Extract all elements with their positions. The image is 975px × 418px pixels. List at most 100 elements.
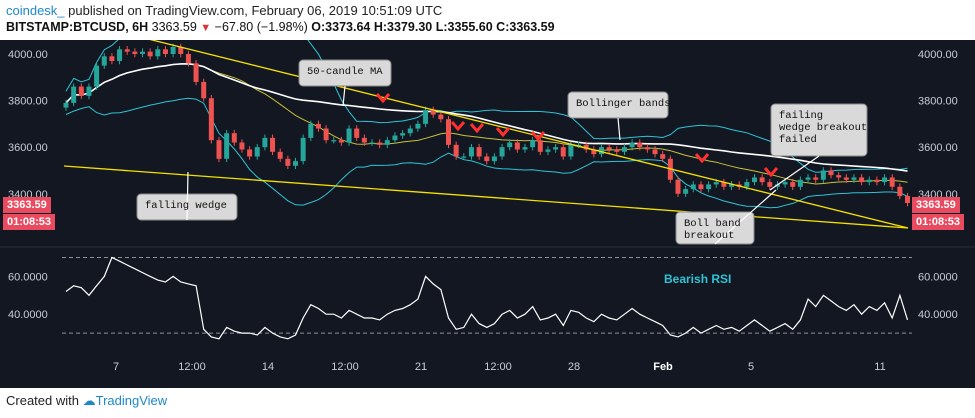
candle-body xyxy=(71,86,77,103)
candle-body xyxy=(537,140,543,152)
candle-body xyxy=(866,179,872,183)
candle-body xyxy=(774,184,780,187)
x-tick-label: 28 xyxy=(568,361,580,373)
candle-body xyxy=(706,184,712,190)
bollinger-callout-text: Bollinger bands xyxy=(576,98,671,110)
candle-body xyxy=(315,123,321,129)
candle-body xyxy=(361,137,367,143)
rsi-tick-right: 60.0000 xyxy=(918,271,958,283)
candle-body xyxy=(254,147,260,157)
candle-body xyxy=(94,65,100,87)
down-arrow-icon: ▼ xyxy=(200,22,212,34)
candle-body xyxy=(476,147,482,157)
candle-body xyxy=(675,179,681,194)
candle-body xyxy=(285,158,291,166)
footer-brand[interactable]: TradingView xyxy=(95,393,168,408)
candle-body xyxy=(423,109,429,124)
down-chevron-marker xyxy=(375,93,391,104)
candle-body xyxy=(782,182,788,185)
ma50-callout-pointer xyxy=(342,85,346,107)
tradingview-logo-icon: ☁ xyxy=(82,393,96,408)
x-tick-label: 14 xyxy=(262,361,274,373)
candle-body xyxy=(652,149,658,155)
candle-body xyxy=(323,128,329,141)
candle-body xyxy=(185,53,191,64)
chart-panel[interactable]: 4000.00 4000.00 3800.00 3800.00 3600.00 3600.… xyxy=(0,40,975,388)
last-price: 3363.59 xyxy=(151,20,197,34)
bollinger-callout-pointer xyxy=(617,117,621,141)
x-tick-label: Feb xyxy=(653,361,673,373)
down-chevron-marker xyxy=(763,167,779,178)
footer-created: Created with xyxy=(6,393,79,408)
x-tick-label: 12:00 xyxy=(178,361,206,373)
candle-body xyxy=(545,149,551,152)
candle-body xyxy=(101,56,107,66)
candle-body xyxy=(377,142,383,145)
x-tick-label: 12:00 xyxy=(331,361,359,373)
candle-body xyxy=(882,177,888,183)
falling-wedge-callout-pointer xyxy=(186,171,189,221)
y-tick-left: 3800.00 xyxy=(8,96,48,108)
candle-body xyxy=(155,49,161,57)
candle-body xyxy=(208,98,214,141)
candle-body xyxy=(86,86,92,96)
candle-body xyxy=(583,144,589,150)
candle-body xyxy=(507,142,513,148)
candle-body xyxy=(889,177,895,187)
candle-body xyxy=(484,156,490,162)
candle-body xyxy=(614,149,620,152)
candle-body xyxy=(637,142,643,148)
candle-body xyxy=(644,147,650,150)
wedge-lower-line xyxy=(63,165,909,229)
candle-body xyxy=(270,137,276,152)
candle-body xyxy=(109,56,115,61)
rsi-tick-right: 40.0000 xyxy=(918,309,958,321)
candle-body xyxy=(178,46,184,54)
price-tag-right: 3363.59 xyxy=(912,197,960,213)
falling-wedge-callout-text: falling wedge xyxy=(145,200,227,212)
candle-body xyxy=(813,177,819,180)
down-chevron-marker xyxy=(530,131,546,142)
candle-body xyxy=(759,177,765,183)
candle-body xyxy=(606,147,612,150)
candle-body xyxy=(491,156,497,162)
candle-body xyxy=(805,177,811,180)
candle-body xyxy=(797,179,803,187)
candle-body xyxy=(530,140,536,148)
candle-body xyxy=(499,147,505,157)
candle-body xyxy=(874,179,880,183)
price-chart-svg[interactable]: 4000.00 4000.00 3800.00 3800.00 3600.00 3600.… xyxy=(0,40,975,388)
footer: Created with ☁TradingView xyxy=(6,393,167,409)
candle-body xyxy=(836,175,842,178)
candle-body xyxy=(446,119,451,145)
candle-body xyxy=(132,51,138,54)
candle-body xyxy=(384,140,390,145)
candle-body xyxy=(851,177,857,180)
candle-body xyxy=(430,109,436,115)
candle-body xyxy=(239,142,245,150)
candle-body xyxy=(224,133,230,159)
rsi-tick-left: 60.0000 xyxy=(8,271,48,283)
candle-body xyxy=(262,137,268,148)
candle-body xyxy=(729,184,735,187)
candle-body xyxy=(752,177,757,183)
candle-body xyxy=(905,196,910,204)
ohlc-low: L:3355.60 xyxy=(435,20,493,34)
author-name[interactable]: coindesk_ xyxy=(6,3,65,18)
publish-info: published on TradingView.com, February 0… xyxy=(68,3,443,18)
y-tick-right: 4000.00 xyxy=(918,49,958,61)
candle-body xyxy=(690,184,696,190)
wedge-upper-line xyxy=(149,40,909,229)
ohlc-close: C:3363.59 xyxy=(496,20,555,34)
candle-body xyxy=(660,154,666,159)
candle-body xyxy=(338,140,344,143)
ma50-line xyxy=(65,62,908,172)
candle-body xyxy=(193,63,199,82)
candle-body xyxy=(721,182,727,187)
candle-body xyxy=(346,128,352,143)
boll-breakout-callout-text: Boll band xyxy=(684,218,741,230)
candle-body xyxy=(553,147,559,150)
down-chevron-marker xyxy=(450,121,466,132)
y-tick-left: 3600.00 xyxy=(8,142,48,154)
candle-body xyxy=(621,147,627,152)
